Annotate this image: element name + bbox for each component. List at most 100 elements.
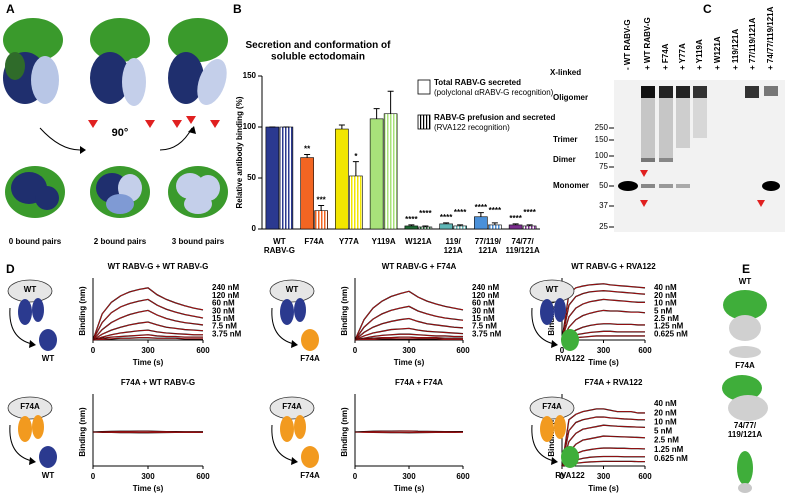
analyte-protein xyxy=(301,446,319,468)
bound-label: WT xyxy=(546,285,559,294)
concentration-label: 30 nM xyxy=(472,306,495,315)
binding-arrow xyxy=(271,307,295,345)
bound-label: WT xyxy=(24,285,37,294)
mw-marker: 150 xyxy=(595,135,609,144)
error-bar xyxy=(422,225,429,227)
chart-title: Secretion and conformation of soluble ect… xyxy=(245,40,391,63)
bound-protein xyxy=(294,298,306,322)
concentration-label: 40 nM xyxy=(654,399,677,408)
fit-curve xyxy=(92,431,203,433)
error-bar xyxy=(408,224,415,226)
arrow-head xyxy=(551,340,558,348)
concentration-label: 1.25 nM xyxy=(654,322,684,331)
concentration-label: 10 nM xyxy=(654,417,677,426)
panel-label: C xyxy=(703,2,712,16)
panel-label: A xyxy=(6,2,15,16)
bar xyxy=(418,226,433,230)
fit-curve xyxy=(354,431,464,433)
density-map xyxy=(728,395,768,421)
error-bar xyxy=(526,224,533,226)
y-tick-label: 100 xyxy=(243,122,257,131)
lane-label: - WT RABV-G xyxy=(623,19,632,70)
caption: 2 bound pairs xyxy=(94,237,147,246)
analyte-label: WT xyxy=(42,471,55,480)
fit-curve xyxy=(92,299,204,341)
significance-label: **** xyxy=(454,208,467,217)
y-axis-label: Binding (nm) xyxy=(340,286,349,336)
density-map xyxy=(738,483,752,493)
membrane xyxy=(269,396,315,420)
mw-marker: 75 xyxy=(599,162,608,171)
significance-label: **** xyxy=(509,214,522,223)
concentration-label: 30 nM xyxy=(212,306,235,315)
membrane xyxy=(7,396,53,420)
error-bar xyxy=(352,161,359,176)
bar xyxy=(314,210,328,230)
concentration-label: 20 nM xyxy=(654,291,677,300)
x-tick-label: F74A xyxy=(304,237,324,246)
arrow-head xyxy=(291,340,298,348)
binding-arrow xyxy=(9,424,33,462)
significance-label: *** xyxy=(316,196,326,205)
legend-label: Total RABV-G secreted xyxy=(434,78,521,87)
y-axis-label: Binding (nm) xyxy=(340,407,349,457)
mw-marker: 100 xyxy=(595,151,609,160)
chart-title: F74A + F74A xyxy=(395,378,443,387)
bar xyxy=(508,224,523,230)
x-tick-label: W121A xyxy=(405,237,432,246)
rotation-label: 90° xyxy=(112,127,129,139)
error-bar xyxy=(318,205,325,211)
bound-protein xyxy=(32,298,44,322)
analyte-protein xyxy=(301,329,319,351)
legend-swatch xyxy=(417,79,431,95)
fit-curve xyxy=(561,310,646,341)
legend-note: (polyclonal αRABV-G recognition) xyxy=(434,88,554,97)
y-tick-label: 50 xyxy=(247,173,256,182)
lane-label: + Y77A xyxy=(678,43,687,70)
lane-label: + WT RABV-G xyxy=(643,17,652,70)
x-tick-label: 0 xyxy=(91,472,96,481)
bound-protein xyxy=(554,298,566,322)
fit-curve xyxy=(354,333,463,341)
concentration-label: 2.5 nM xyxy=(654,314,679,323)
y-axis-label: Relative antibody binding (%) xyxy=(235,96,244,208)
error-bar xyxy=(373,108,380,119)
concentration-label: 5 nM xyxy=(654,427,673,436)
fit-curve xyxy=(92,334,203,341)
concentration-label: 15 nM xyxy=(472,314,495,323)
bound-protein xyxy=(294,415,306,439)
bound-label: F74A xyxy=(282,402,302,411)
binding-arrow xyxy=(531,424,555,462)
mw-marker: 25 xyxy=(599,222,608,231)
fit-curve xyxy=(354,336,463,341)
concentration-label: 3.75 nM xyxy=(212,329,242,338)
class-label: F74A xyxy=(735,361,755,370)
y-axis-label: Binding (nm) xyxy=(78,407,87,457)
fit-curve xyxy=(561,290,646,341)
x-tick-label: 119/121A xyxy=(444,237,463,255)
bar xyxy=(369,118,384,230)
chart-title: WT RABV-G + RVA122 xyxy=(571,262,656,271)
analyte-label: RVA122 xyxy=(555,471,585,480)
row-label: X-linked xyxy=(550,68,581,77)
bar xyxy=(522,225,537,230)
fit-curve xyxy=(561,283,646,341)
concentration-label: 60 nM xyxy=(212,299,235,308)
error-bar xyxy=(512,223,519,225)
analyte-label: F74A xyxy=(300,471,320,480)
x-axis-label: Time (s) xyxy=(394,358,425,367)
bar xyxy=(383,113,398,230)
arrow-head xyxy=(29,340,36,348)
x-tick-label: 600 xyxy=(196,346,210,355)
x-tick-label: WT RABV-G xyxy=(264,237,295,255)
fit-curve xyxy=(92,287,204,341)
arrow-head xyxy=(291,457,298,465)
x-tick-label: 300 xyxy=(402,346,416,355)
panel-label: D xyxy=(6,262,15,276)
analyte-protein xyxy=(39,329,57,351)
fit-curve xyxy=(354,306,464,341)
x-tick-label: 300 xyxy=(141,472,155,481)
membrane xyxy=(7,279,53,303)
density-map xyxy=(729,315,761,341)
panel-label: E xyxy=(742,262,750,276)
